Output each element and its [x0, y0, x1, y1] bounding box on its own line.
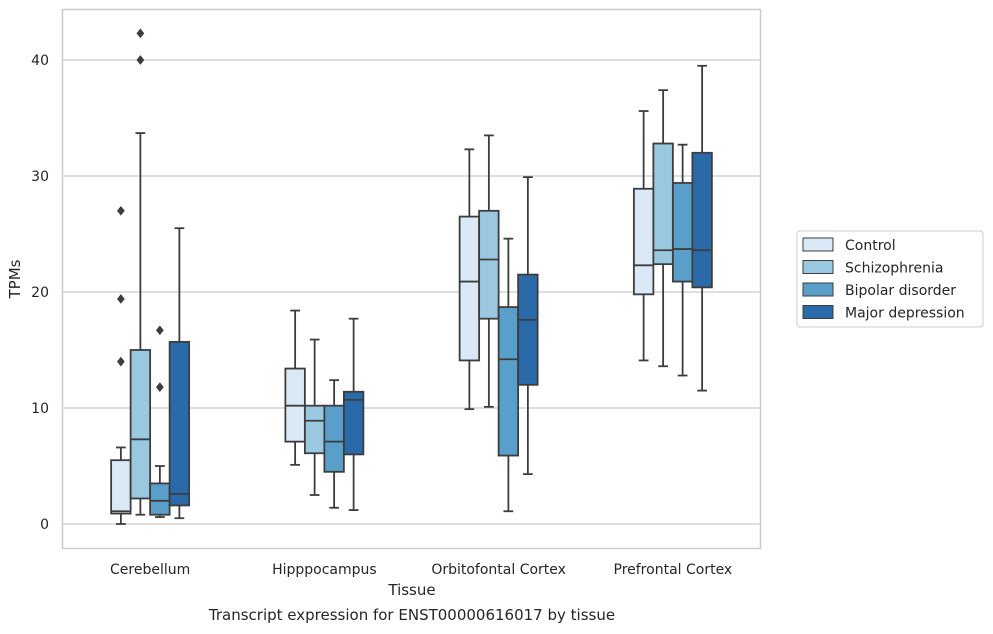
- box-body: [303, 404, 326, 455]
- y-tick-label: 40: [31, 53, 49, 69]
- outlier-point: [117, 205, 125, 216]
- y-tick-label: 0: [40, 517, 49, 533]
- legend: Control Schizophrenia Bipolar disorder Majo…: [796, 230, 984, 328]
- legend-label: Schizophrenia: [845, 261, 943, 277]
- x-tick-label: Hipppocampus: [272, 562, 377, 578]
- legend-label: Major depression: [845, 306, 965, 322]
- box-body: [129, 349, 152, 500]
- box-bipolar-disorder: [323, 379, 345, 509]
- box-body: [478, 209, 500, 320]
- box-schizophrenia: [652, 89, 674, 368]
- box-bipolar-disorder: [671, 143, 694, 377]
- legend-frame: [796, 230, 984, 328]
- y-tick-labels: 0 10 20 30 40: [31, 53, 49, 533]
- box-body: [458, 215, 481, 362]
- x-tick-labels: Cerebellum Hipppocampus Orbitofontal Corte…: [110, 562, 732, 578]
- outlier-point: [136, 28, 145, 39]
- box-body: [323, 404, 345, 473]
- x-tick-label: Orbitofontal Cortex: [431, 562, 566, 578]
- x-axis-label: Tissue: [387, 581, 435, 599]
- box-schizophrenia: [303, 338, 326, 496]
- plot-frame: [61, 8, 762, 550]
- box-body: [168, 340, 191, 507]
- box-control: [110, 205, 132, 525]
- y-tick-label: 30: [31, 169, 49, 185]
- box-body: [671, 182, 694, 283]
- outlier-point: [117, 356, 125, 367]
- box-major-depression: [691, 64, 713, 392]
- box-control: [632, 110, 655, 362]
- x-tick-label: Cerebellum: [110, 562, 190, 578]
- outlier-point: [117, 294, 125, 304]
- figure-caption: Transcript expression for ENST0000061601…: [208, 606, 616, 624]
- legend-label: Bipolar disorder: [845, 283, 956, 299]
- box-schizophrenia: [478, 134, 500, 408]
- box-body: [497, 306, 520, 457]
- boxes: [110, 28, 713, 525]
- legend-swatch: [802, 305, 834, 319]
- box-major-depression: [342, 317, 365, 511]
- box-body: [517, 273, 539, 386]
- outlier-point: [156, 325, 164, 336]
- grid-lines: [63, 59, 760, 525]
- legend-swatch: [802, 282, 834, 297]
- box-bipolar-disorder: [149, 325, 171, 518]
- box-body: [632, 187, 655, 296]
- box-body: [149, 482, 171, 516]
- box-bipolar-disorder: [497, 237, 520, 513]
- box-body: [110, 459, 132, 515]
- x-tick-label: Prefrontal Cortex: [614, 562, 733, 578]
- box-body: [652, 142, 674, 266]
- box-body: [691, 151, 713, 289]
- legend-swatch: [802, 237, 834, 252]
- y-tick-label: 20: [31, 285, 49, 301]
- y-axis-label: TPMs: [6, 259, 24, 299]
- box-body: [342, 390, 365, 456]
- outlier-point: [136, 55, 145, 65]
- legend-label: Control: [845, 238, 896, 254]
- legend-swatch: [802, 260, 834, 274]
- box-control: [284, 309, 306, 466]
- box-major-depression: [517, 176, 539, 476]
- y-tick-label: 10: [31, 401, 49, 417]
- box-major-depression: [168, 227, 191, 520]
- outlier-point: [156, 382, 164, 392]
- box-schizophrenia: [129, 28, 152, 516]
- box-control: [458, 148, 481, 411]
